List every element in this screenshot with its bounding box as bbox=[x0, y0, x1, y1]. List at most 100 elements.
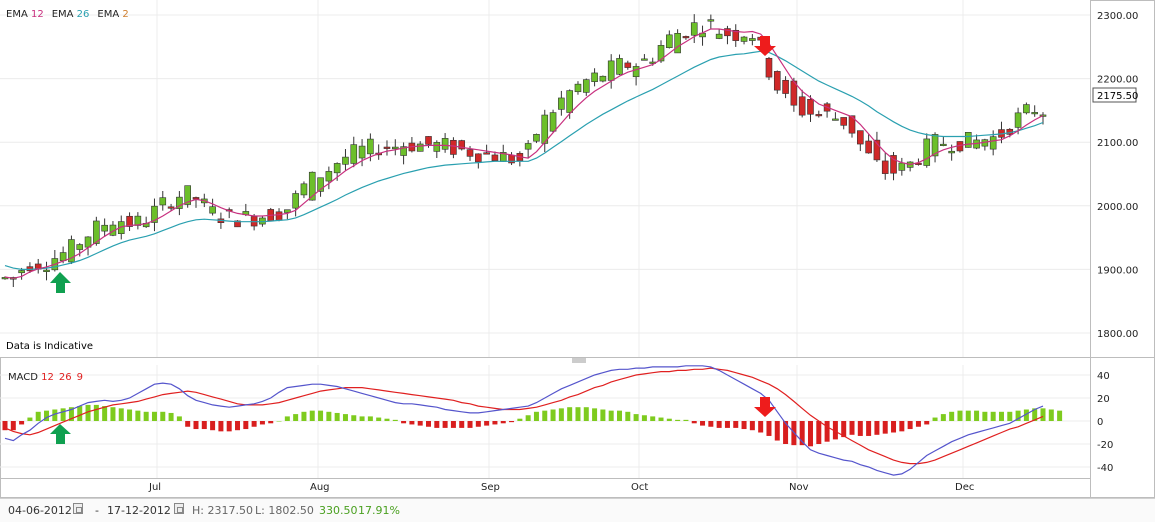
candle bbox=[533, 134, 540, 142]
candle bbox=[881, 160, 889, 174]
candle bbox=[234, 220, 241, 228]
candle bbox=[782, 79, 789, 94]
histogram-bar bbox=[93, 404, 99, 421]
histogram-bar bbox=[849, 421, 855, 435]
histogram-bar bbox=[85, 404, 91, 421]
candle bbox=[367, 138, 374, 155]
histogram-bar bbox=[151, 411, 157, 421]
candle bbox=[574, 83, 582, 93]
histogram-bar bbox=[691, 421, 697, 424]
legend-top: EMA 12 EMA 26 EMA 2 bbox=[6, 9, 129, 20]
candle bbox=[682, 36, 690, 39]
histogram-bar bbox=[60, 408, 66, 421]
histogram-bar bbox=[940, 414, 946, 421]
histogram-bar bbox=[77, 406, 83, 421]
x-tick-label: Jul bbox=[148, 482, 161, 493]
histogram-bar bbox=[1057, 410, 1063, 421]
histogram-bar bbox=[492, 421, 498, 425]
legend-item-param: 12 bbox=[31, 9, 44, 20]
candle bbox=[333, 163, 341, 174]
candle bbox=[666, 34, 673, 48]
histogram-bar bbox=[475, 421, 481, 427]
legend-param: 9 bbox=[77, 372, 83, 383]
histogram-bar bbox=[683, 419, 689, 421]
macd-panel: 40 20 0 -20 -40 MACD 12 26 9 Jul Aug Sep Oct Nov De… bbox=[0, 365, 1113, 493]
price-tick-label: 2200.00 bbox=[1097, 75, 1138, 86]
candle bbox=[798, 96, 806, 116]
histogram-bar bbox=[301, 411, 307, 421]
histogram-bar bbox=[434, 421, 440, 428]
histogram-bar bbox=[807, 421, 813, 447]
histogram-bar bbox=[68, 407, 74, 421]
macd-tick-label: 40 bbox=[1097, 371, 1110, 382]
histogram-bar bbox=[359, 416, 365, 421]
candle bbox=[558, 97, 565, 110]
histogram-bar bbox=[309, 410, 315, 421]
buy-arrow-icon bbox=[50, 272, 71, 293]
histogram-bar bbox=[675, 419, 681, 421]
histogram-bar bbox=[1032, 408, 1038, 421]
histogram-bar bbox=[392, 419, 398, 421]
candle bbox=[923, 138, 931, 166]
price-tick-label: 1800.00 bbox=[1097, 329, 1138, 340]
histogram-bar bbox=[616, 410, 622, 421]
histogram-bar bbox=[1007, 411, 1013, 421]
candle bbox=[317, 177, 324, 192]
histogram-bar bbox=[27, 417, 33, 421]
candle bbox=[117, 221, 125, 235]
end-date[interactable]: 17-12-2012 bbox=[107, 504, 171, 517]
start-date[interactable]: 04-06-2012 bbox=[8, 504, 72, 517]
candle bbox=[300, 183, 308, 196]
candle bbox=[749, 38, 756, 41]
legend-item-name: EMA bbox=[52, 9, 77, 20]
histogram-bar bbox=[766, 421, 772, 436]
candle bbox=[167, 206, 175, 209]
change-percent: 17.91% bbox=[358, 504, 400, 517]
macd-tick-label: -40 bbox=[1097, 463, 1113, 474]
legend-name: MACD bbox=[8, 372, 41, 383]
candle bbox=[807, 98, 814, 115]
histogram-bar bbox=[533, 411, 539, 421]
candle bbox=[18, 270, 25, 274]
candle bbox=[865, 140, 872, 154]
histogram-bar bbox=[650, 416, 656, 421]
legend-item-param: 26 bbox=[77, 9, 90, 20]
candle bbox=[616, 58, 623, 75]
histogram-bar bbox=[1040, 408, 1046, 421]
candle bbox=[209, 206, 216, 214]
histogram-bar bbox=[998, 411, 1004, 421]
price-tick-label: 2000.00 bbox=[1097, 202, 1138, 213]
histogram-bar bbox=[168, 412, 174, 421]
candle bbox=[433, 142, 441, 152]
price-tick-label: 2100.00 bbox=[1097, 138, 1138, 149]
histogram-bar bbox=[351, 415, 357, 421]
histogram-bar bbox=[401, 421, 407, 424]
histogram-bar bbox=[924, 421, 930, 425]
candles bbox=[1, 14, 1047, 288]
price-tick-label: 2300.00 bbox=[1097, 11, 1138, 22]
histogram-bar bbox=[866, 421, 872, 436]
calendar-icon[interactable] bbox=[174, 503, 184, 514]
histogram-bar bbox=[143, 411, 149, 421]
macd-tick-label: -20 bbox=[1097, 440, 1113, 451]
calendar-icon[interactable] bbox=[73, 503, 83, 514]
candle bbox=[284, 209, 291, 213]
histogram-bar bbox=[907, 421, 913, 430]
histogram-bar bbox=[882, 421, 888, 434]
candle bbox=[815, 114, 823, 117]
histogram-bar bbox=[600, 409, 606, 421]
candle bbox=[450, 139, 457, 155]
candle bbox=[325, 171, 333, 182]
histogram-bar bbox=[816, 421, 822, 444]
date-separator: - bbox=[95, 504, 99, 517]
macd-histogram bbox=[2, 404, 1063, 447]
histogram-bar bbox=[1023, 409, 1029, 421]
candle bbox=[624, 62, 632, 68]
x-tick-label: Aug bbox=[310, 482, 330, 493]
histogram-bar bbox=[957, 410, 963, 421]
histogram-bar bbox=[542, 410, 548, 421]
histogram-bar bbox=[459, 421, 465, 428]
candle bbox=[358, 145, 366, 159]
panel-splitter[interactable] bbox=[572, 358, 586, 363]
histogram-bar bbox=[118, 408, 124, 421]
